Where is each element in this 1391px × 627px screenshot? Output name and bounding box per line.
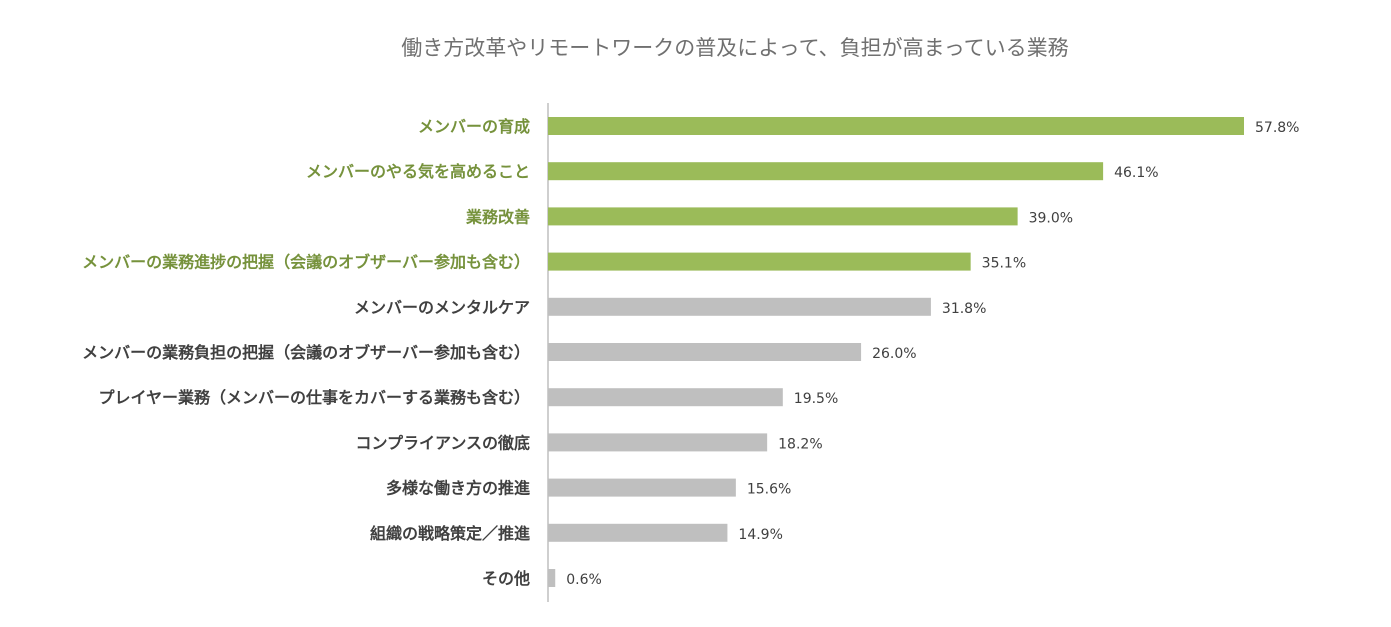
value-label-5: 31.8% [942, 301, 986, 317]
category-label-7: プレイヤー業務（メンバーの仕事をカバーする業務も含む） [98, 388, 530, 407]
category-label-6: メンバーの業務負担の把握（会議のオブザーバー参加も含む） [82, 343, 530, 362]
category-label-2: メンバーのやる気を高めること [306, 162, 530, 181]
bar-6 [548, 343, 862, 361]
bar-5 [548, 297, 931, 316]
category-labels-group: メンバーの育成メンバーのやる気を高めること業務改善メンバーの業務進捗の把握（会議… [82, 117, 530, 588]
bar-11 [548, 569, 556, 587]
bar-7 [548, 388, 783, 407]
category-label-5: メンバーのメンタルケア [354, 298, 530, 317]
value-label-4: 35.1% [982, 256, 1026, 272]
value-label-7: 19.5% [794, 391, 838, 407]
category-label-3: 業務改善 [465, 207, 530, 226]
value-label-8: 18.2% [778, 436, 822, 452]
category-label-8: コンプライアンスの徹底 [355, 433, 530, 452]
bar-9 [548, 478, 736, 497]
value-label-9: 15.6% [747, 482, 791, 498]
bar-4 [548, 252, 971, 271]
category-label-4: メンバーの業務進捗の把握（会議のオブザーバー参加も含む） [82, 253, 530, 272]
value-labels-group: 57.8% 46.1% 39.0% 35.1% 31.8% 26.0% 19.5% 18.2%… [566, 120, 1299, 588]
bars-group [548, 117, 1244, 587]
value-label-6: 26.0% [872, 346, 916, 362]
value-label-10: 14.9% [738, 527, 782, 543]
bar-1 [548, 117, 1244, 135]
category-label-10: 組織の戦略策定／推進 [370, 524, 530, 543]
chart-title: 働き方改革やリモートワークの普及によって、負担が高まっている業務 [401, 36, 1068, 60]
value-label-11: 0.6% [566, 572, 602, 588]
bar-3 [548, 207, 1018, 226]
value-label-1: 57.8% [1255, 120, 1299, 136]
category-label-1: メンバーの育成 [418, 117, 530, 136]
bar-10 [548, 523, 728, 542]
value-label-3: 39.0% [1029, 210, 1073, 226]
value-label-2: 46.1% [1114, 165, 1158, 181]
category-label-11: その他 [482, 569, 530, 588]
category-label-9: 多様な働き方の推進 [386, 479, 530, 498]
bar-2 [548, 162, 1104, 181]
bar-8 [548, 433, 768, 452]
